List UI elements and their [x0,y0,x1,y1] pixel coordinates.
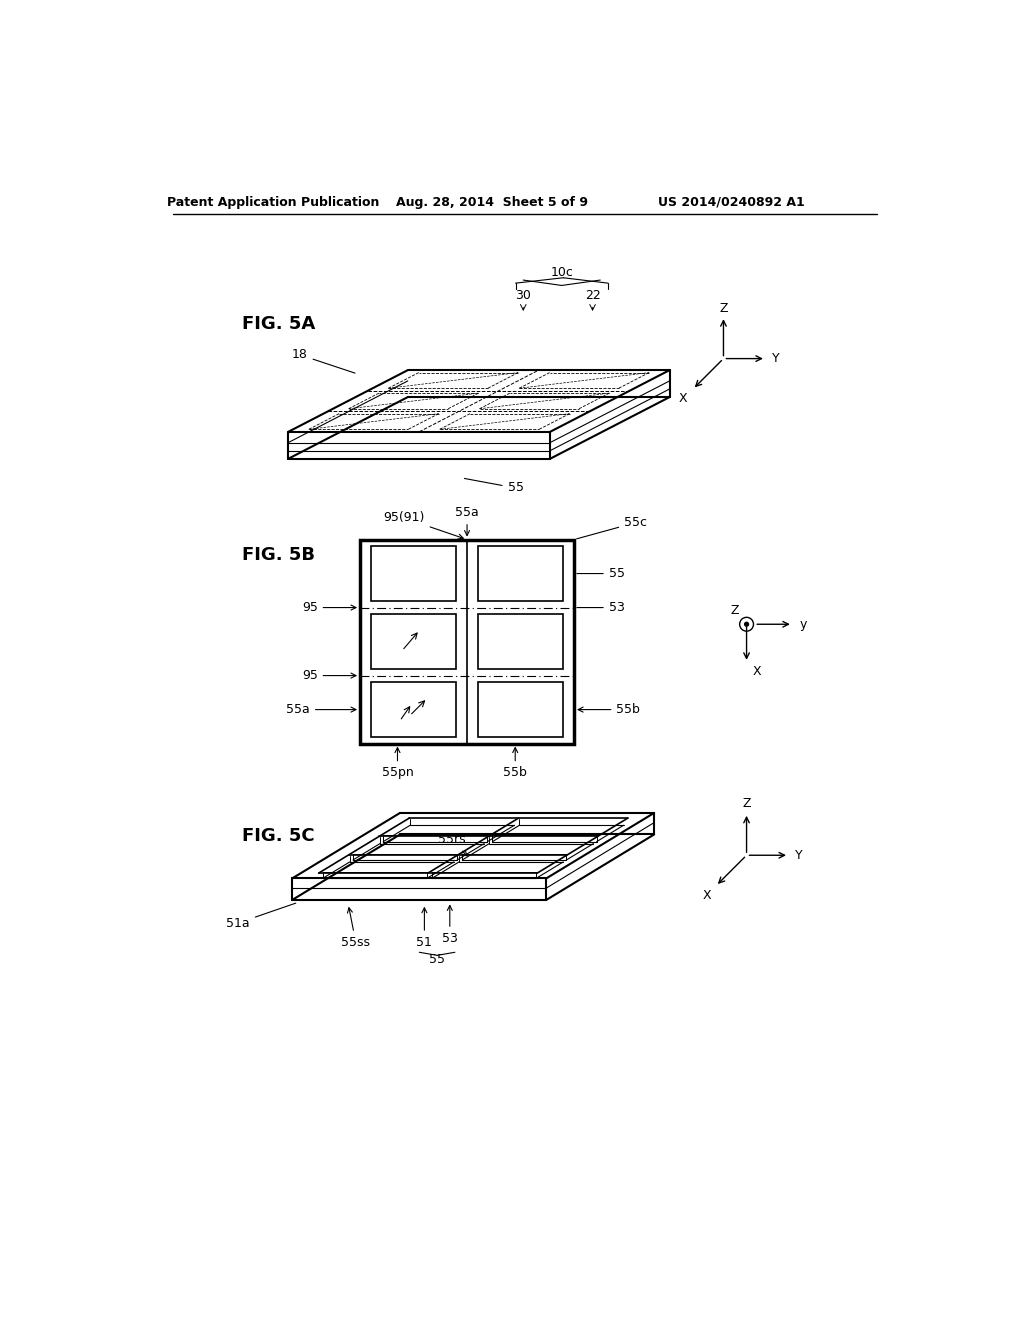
Text: 55: 55 [429,953,445,966]
Text: 55a: 55a [456,506,479,536]
Circle shape [744,622,749,626]
Text: Z: Z [731,603,739,616]
Text: FIG. 5A: FIG. 5A [243,315,315,333]
Text: 51a: 51a [226,903,296,929]
Text: 55b: 55b [503,747,527,779]
Text: US 2014/0240892 A1: US 2014/0240892 A1 [657,195,805,209]
Bar [371,546,457,601]
Text: 55b: 55b [579,704,640,715]
Text: Y: Y [795,849,803,862]
Text: Aug. 28, 2014  Sheet 5 of 9: Aug. 28, 2014 Sheet 5 of 9 [396,195,589,209]
Text: 55pn: 55pn [382,747,414,779]
Text: 55: 55 [465,478,523,495]
Bar [478,682,563,737]
Bar [360,540,574,743]
Text: FIG. 5B: FIG. 5B [243,546,315,564]
Text: X: X [702,888,711,902]
Text: X: X [679,392,688,405]
Text: Z: Z [742,797,751,810]
Text: 95: 95 [302,601,356,614]
Text: 22: 22 [585,289,600,302]
Text: Z: Z [719,302,728,315]
Bar [478,546,563,601]
Text: 10c: 10c [550,265,573,279]
Bar [478,614,563,669]
Text: 53: 53 [577,601,625,614]
Bar [371,614,457,669]
Text: 55a: 55a [287,704,356,715]
Text: 55c: 55c [577,516,647,539]
Text: 95: 95 [302,669,356,682]
Text: 55rs: 55rs [438,833,467,855]
Bar [371,682,457,737]
Text: 18: 18 [292,348,355,374]
Text: 30: 30 [515,289,531,302]
Text: Y: Y [772,352,779,366]
Text: 53: 53 [442,906,458,945]
Text: FIG. 5C: FIG. 5C [243,828,314,845]
Text: 95(91): 95(91) [383,511,463,539]
Text: y: y [800,618,807,631]
Text: 51: 51 [417,908,432,949]
Text: X: X [753,665,762,678]
Text: Patent Application Publication: Patent Application Publication [167,195,379,209]
Text: 55: 55 [577,568,625,579]
Text: 55ss: 55ss [341,908,371,949]
